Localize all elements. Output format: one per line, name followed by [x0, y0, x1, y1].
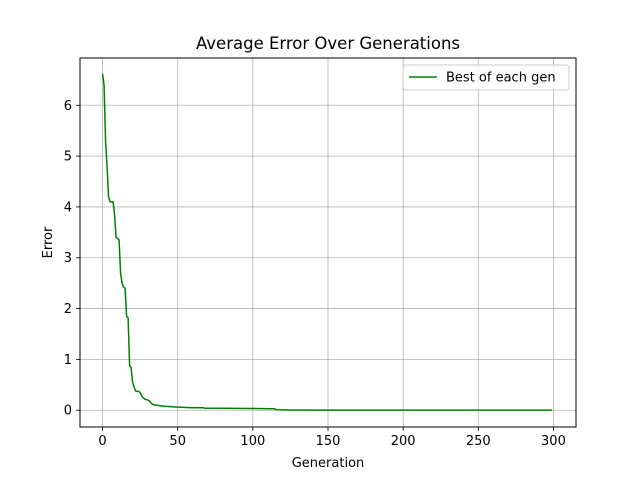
x-tick-label: 150 [316, 434, 341, 449]
y-tick-label: 5 [64, 150, 72, 165]
x-axis-label: Generation [292, 456, 365, 471]
y-tick-label: 4 [64, 200, 72, 215]
series-layer [101, 73, 552, 411]
x-tick-label: 200 [391, 434, 416, 449]
legend-label: Best of each gen [446, 71, 556, 86]
x-tick-label: 300 [541, 434, 566, 449]
x-tick-label: 250 [466, 434, 491, 449]
ticks: 0 50 100 150 200 250 300 0 1 2 3 4 5 6 [64, 99, 566, 449]
y-tick-label: 0 [64, 404, 72, 419]
x-tick-label: 50 [169, 434, 186, 449]
y-tick-label: 3 [64, 251, 72, 266]
x-tick-label: 100 [240, 434, 265, 449]
y-axis-label: Error [41, 226, 56, 258]
grid [80, 58, 576, 427]
y-tick-label: 2 [64, 302, 72, 317]
chart-title: Average Error Over Generations [196, 34, 460, 53]
y-tick-label: 1 [64, 353, 72, 368]
y-tick-label: 6 [64, 99, 72, 114]
legend: Best of each gen [402, 64, 570, 91]
series-line-0 [101, 73, 552, 411]
x-tick-label: 0 [98, 434, 106, 449]
legend-box [402, 64, 570, 91]
